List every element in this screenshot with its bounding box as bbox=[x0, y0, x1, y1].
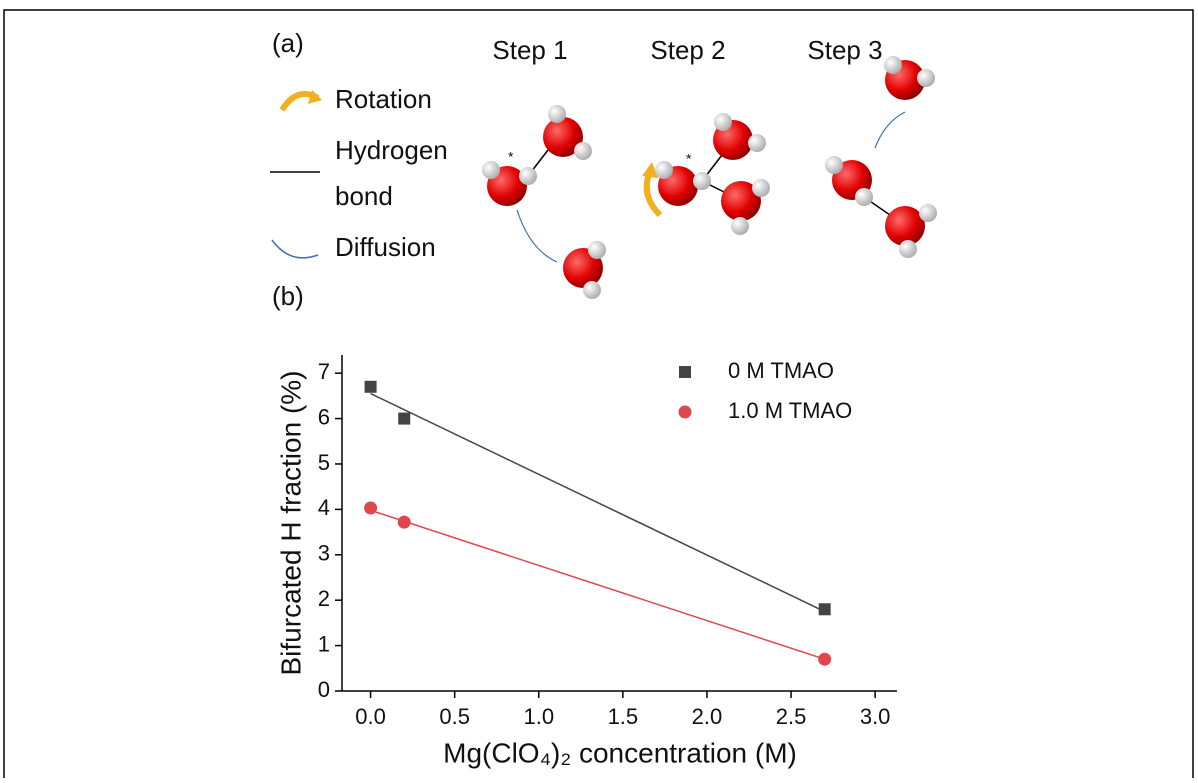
svg-text:*: * bbox=[686, 151, 692, 167]
y-tick-label: 6 bbox=[318, 404, 330, 429]
x-tick-label: 1.0 bbox=[523, 704, 554, 729]
marker bbox=[818, 652, 832, 666]
y-tick-label: 0 bbox=[318, 677, 330, 702]
legend-text: bond bbox=[335, 181, 393, 211]
step-label: Step 1 bbox=[492, 35, 567, 65]
x-tick-label: 1.5 bbox=[608, 704, 639, 729]
svg-text:*: * bbox=[508, 149, 514, 165]
marker bbox=[397, 515, 411, 529]
y-tick-label: 3 bbox=[318, 541, 330, 566]
step-label: Step 2 bbox=[650, 35, 725, 65]
y-axis-title: Bifurcated H fraction (%) bbox=[275, 371, 306, 676]
legend-text: Diffusion bbox=[335, 232, 436, 262]
molecules: * * bbox=[482, 56, 937, 299]
x-axis-title: Mg(ClO₄)₂ concentration (M) bbox=[443, 737, 797, 768]
y-tick-label: 4 bbox=[318, 495, 330, 520]
frame bbox=[3, 9, 1194, 783]
panel-label: (b) bbox=[272, 281, 304, 311]
y-tick-label: 2 bbox=[318, 586, 330, 611]
marker bbox=[364, 380, 377, 393]
fit-line bbox=[370, 509, 825, 660]
legend-label: 0 M TMAO bbox=[728, 358, 834, 383]
legend-marker bbox=[679, 366, 691, 378]
marker bbox=[818, 603, 831, 616]
fit-line bbox=[370, 392, 826, 613]
marker bbox=[364, 501, 378, 515]
legend-text: Rotation bbox=[335, 84, 432, 114]
diffusion-icon bbox=[271, 239, 319, 259]
panel-label: (a) bbox=[272, 28, 304, 58]
x-tick-label: 0.5 bbox=[439, 704, 470, 729]
legend-text: Hydrogen bbox=[335, 135, 448, 165]
x-tick-label: 2.5 bbox=[776, 704, 807, 729]
rotation-icon bbox=[308, 90, 322, 104]
y-tick-label: 5 bbox=[318, 450, 330, 475]
marker bbox=[398, 412, 411, 425]
y-tick-label: 1 bbox=[318, 631, 330, 656]
step-label: Step 3 bbox=[807, 35, 882, 65]
legend-marker bbox=[678, 405, 692, 419]
x-tick-label: 0.0 bbox=[355, 704, 386, 729]
legend-label: 1.0 M TMAO bbox=[728, 398, 852, 423]
x-tick-label: 3.0 bbox=[860, 704, 891, 729]
x-tick-label: 2.0 bbox=[692, 704, 723, 729]
y-tick-label: 7 bbox=[318, 359, 330, 384]
